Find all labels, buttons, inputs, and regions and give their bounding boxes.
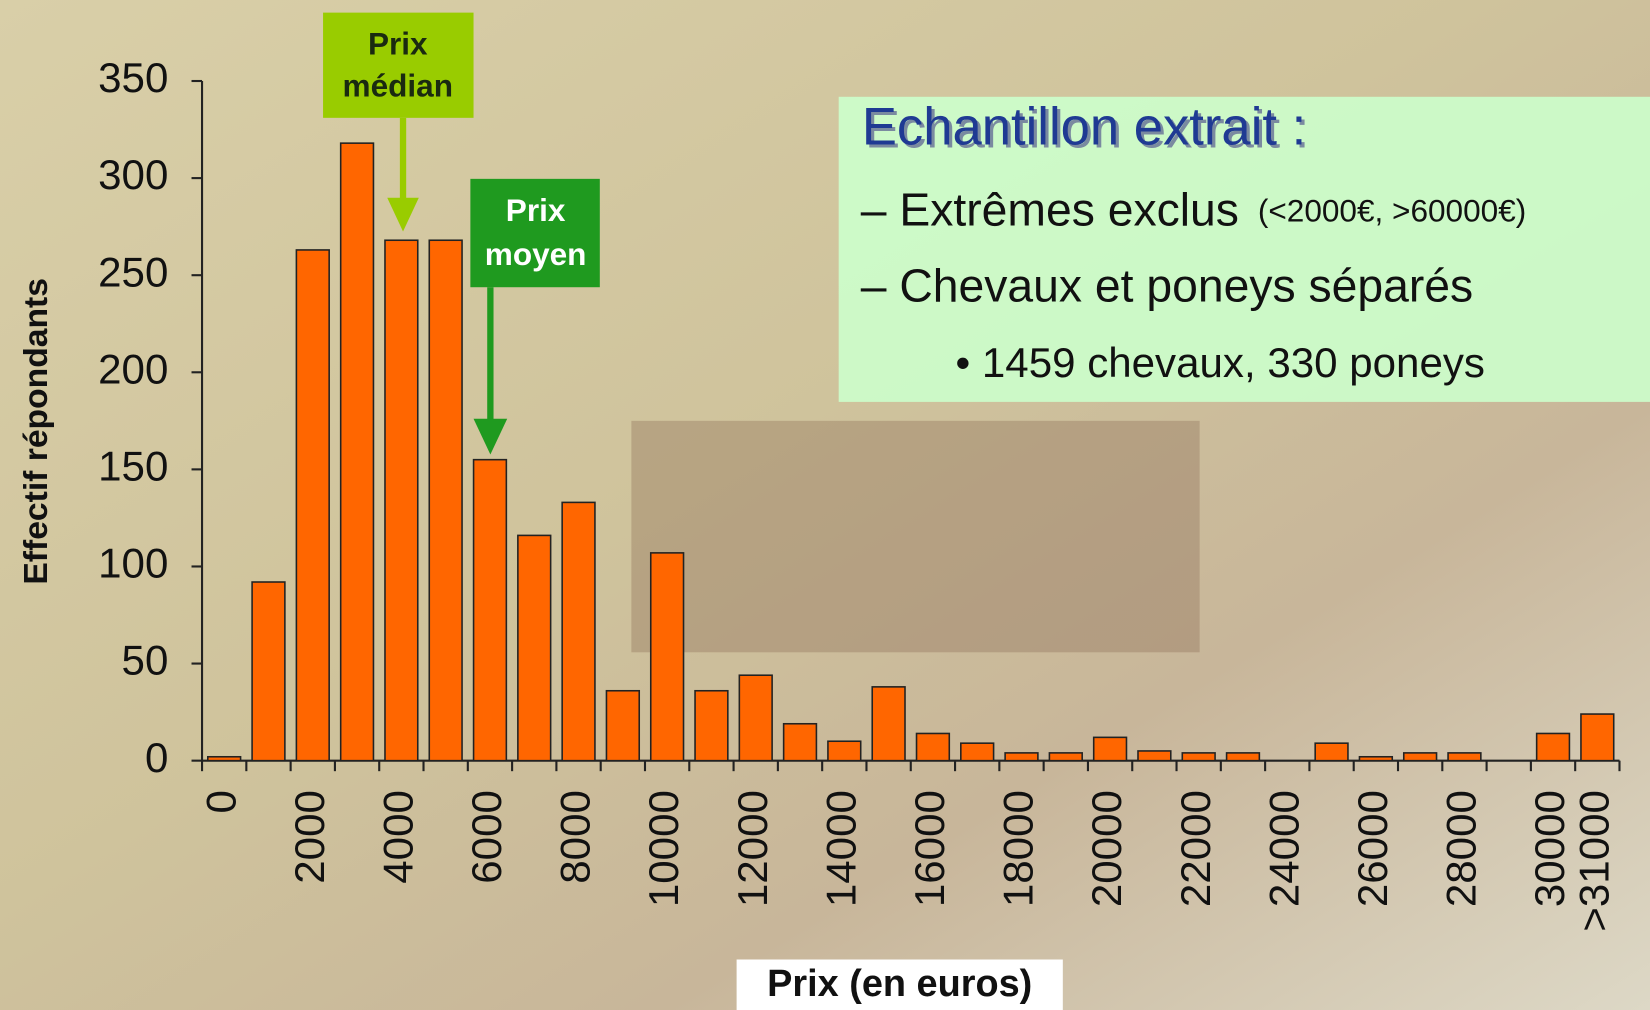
x-tick-label: 0	[197, 790, 244, 813]
x-tick-label: 28000	[1438, 790, 1485, 907]
bar	[252, 582, 285, 761]
y-tick-label: 100	[98, 540, 168, 587]
bar	[474, 460, 507, 761]
x-tick-label: 6000	[463, 790, 510, 884]
notes-text: – Extrêmes exclus	[861, 184, 1239, 236]
y-tick-label: 250	[98, 248, 168, 295]
x-tick-label: 16000	[906, 790, 953, 907]
bar	[1049, 753, 1082, 761]
notes-title: Echantillon extrait :	[862, 97, 1306, 156]
photo-shape	[631, 421, 1199, 652]
y-tick-label: 50	[122, 637, 169, 684]
bar	[784, 724, 817, 761]
x-tick-label: 14000	[817, 790, 864, 907]
y-tick-label: 0	[145, 734, 168, 781]
x-tick-label: 26000	[1349, 790, 1396, 907]
notes-small: (<2000€, >60000€)	[1258, 193, 1526, 229]
bar	[695, 691, 728, 761]
x-tick-label: >31000	[1570, 790, 1617, 932]
y-tick-label: 200	[98, 345, 168, 392]
y-tick-label: 150	[98, 442, 168, 489]
bar	[917, 733, 950, 760]
x-tick-label: 22000	[1172, 790, 1219, 907]
bar	[961, 743, 994, 760]
median-label: médian	[343, 68, 453, 104]
bar	[341, 143, 374, 761]
bar	[1005, 753, 1038, 761]
bar	[429, 240, 462, 760]
bar	[518, 535, 551, 760]
x-tick-label: 18000	[995, 790, 1042, 907]
bar	[1182, 753, 1215, 761]
x-tick-label: 30000	[1526, 790, 1573, 907]
x-tick-label: 20000	[1083, 790, 1130, 907]
bar	[1138, 751, 1171, 761]
chart: 0 50 100 150 200 250 300 350 0 2000 4000 6000 8000 10…	[0, 0, 1650, 1010]
x-tick-label: 10000	[640, 790, 687, 907]
median-label: Prix	[368, 26, 428, 62]
bar	[296, 250, 329, 761]
notes-bullet: • 1459 chevaux, 330 poneys	[955, 339, 1484, 386]
bar	[1537, 733, 1570, 760]
bar	[1315, 743, 1348, 760]
bar	[739, 675, 772, 760]
x-tick-label: 4000	[374, 790, 421, 884]
x-tick-label: 12000	[729, 790, 776, 907]
bar	[208, 757, 241, 761]
bar	[872, 687, 905, 761]
bar	[1404, 753, 1437, 761]
bar	[1359, 757, 1392, 761]
y-tick-label: 300	[98, 151, 168, 198]
mean-label: Prix	[506, 192, 566, 228]
bar	[1094, 737, 1127, 760]
x-axis-title: Prix (en euros)	[767, 963, 1032, 1005]
bar	[1448, 753, 1481, 761]
bar	[1227, 753, 1260, 761]
bar	[562, 502, 595, 760]
mean-label: moyen	[485, 236, 587, 272]
notes-line: – Chevaux et poneys séparés	[861, 260, 1473, 312]
bar	[385, 240, 418, 760]
y-axis-title: Effectif répondants	[18, 278, 55, 585]
x-tick-label: 2000	[286, 790, 333, 884]
y-tick-label: 350	[98, 54, 168, 101]
page: 0 50 100 150 200 250 300 350 0 2000 4000 6000 8000 10…	[0, 0, 1650, 1010]
bar	[1581, 714, 1614, 761]
x-tick-label: 24000	[1260, 790, 1307, 907]
x-tick-label: 8000	[552, 790, 599, 884]
bar	[606, 691, 639, 761]
bar	[828, 741, 861, 760]
bar	[651, 553, 684, 761]
